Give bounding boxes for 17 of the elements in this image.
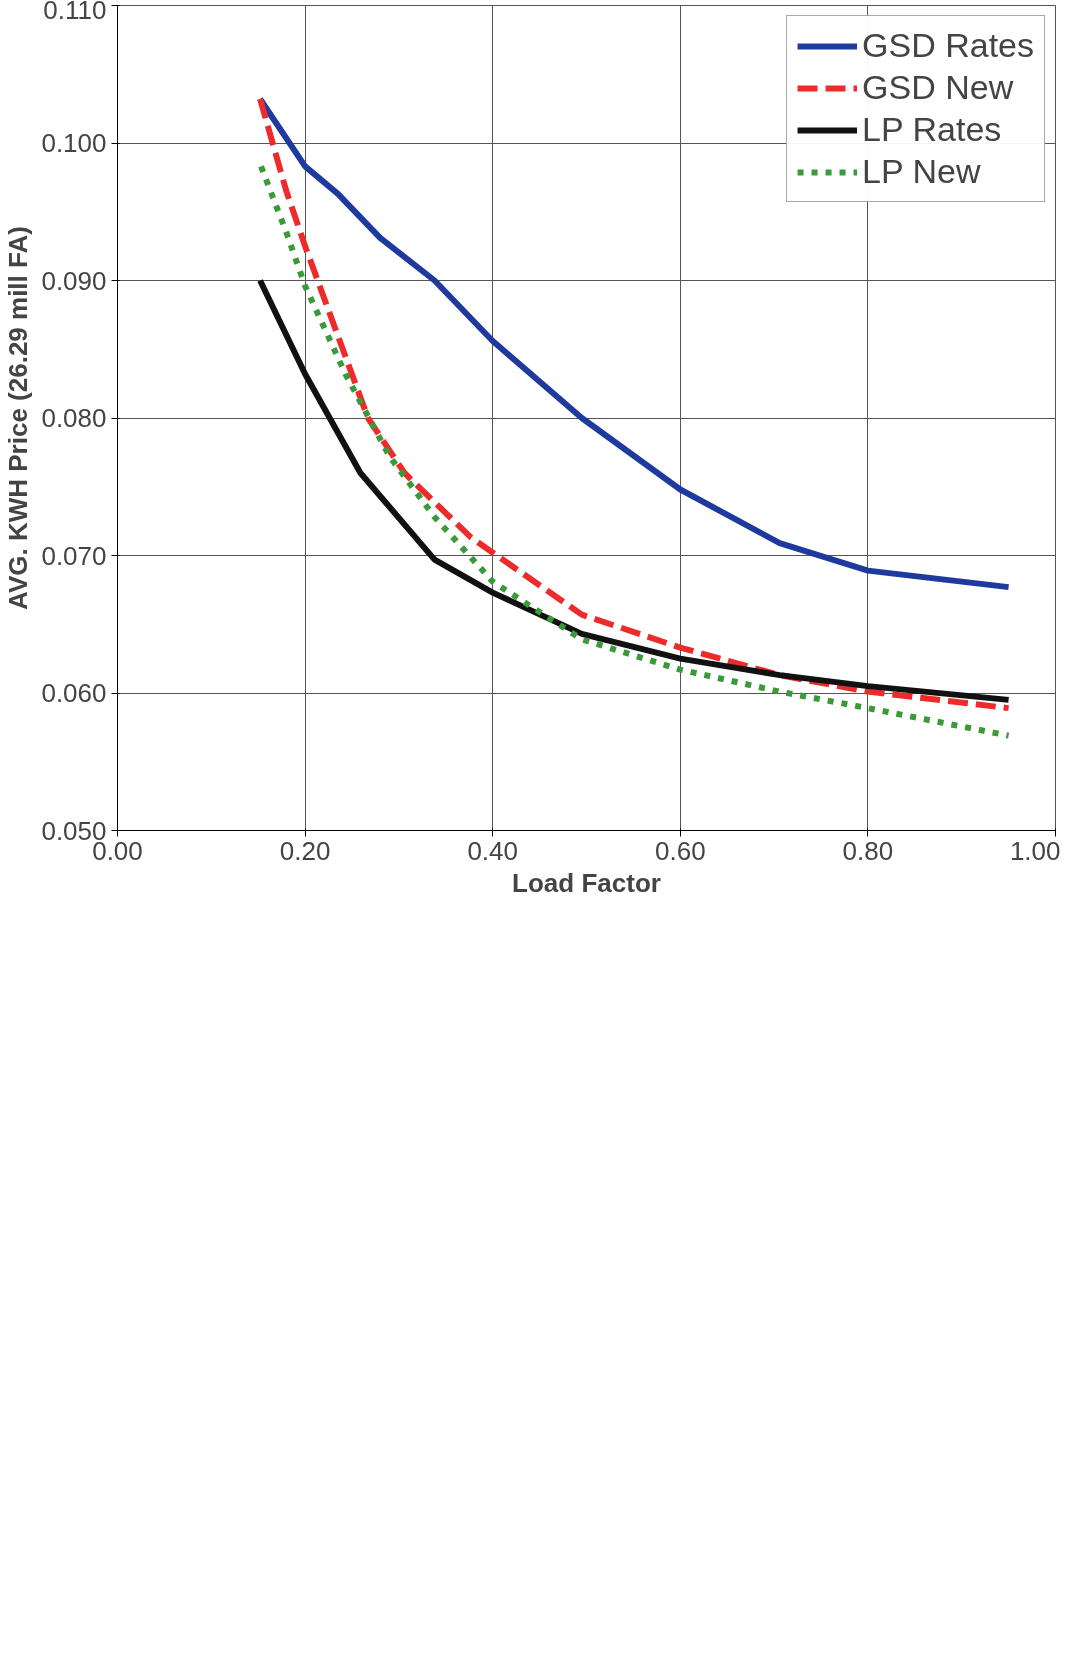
legend-label: GSD Rates <box>862 26 1034 65</box>
legend-label: GSD New <box>862 68 1014 107</box>
y-tick-label: 0.070 <box>41 540 107 571</box>
x-tick-label: 1.00 <box>1009 835 1061 866</box>
x-tick-label: 0.20 <box>279 835 331 866</box>
x-tick-label: 0.40 <box>467 835 519 866</box>
x-tick-label: 0.80 <box>842 835 894 866</box>
x-axis-title: Load Factor <box>512 867 661 898</box>
y-tick-label: 0.110 <box>43 0 107 25</box>
y-tick-label: 0.060 <box>41 678 107 708</box>
x-tick-label: 0.60 <box>655 835 706 866</box>
y-tick-label: 0.080 <box>41 403 107 433</box>
y-tick-label: 0.090 <box>41 265 107 296</box>
y-tick-label: 0.100 <box>41 128 107 158</box>
legend-label: LP Rates <box>862 110 1002 149</box>
y-axis-title: AVG. KWH Price (26.29 mill FA) <box>3 226 34 610</box>
legend-label: LP New <box>862 152 981 191</box>
